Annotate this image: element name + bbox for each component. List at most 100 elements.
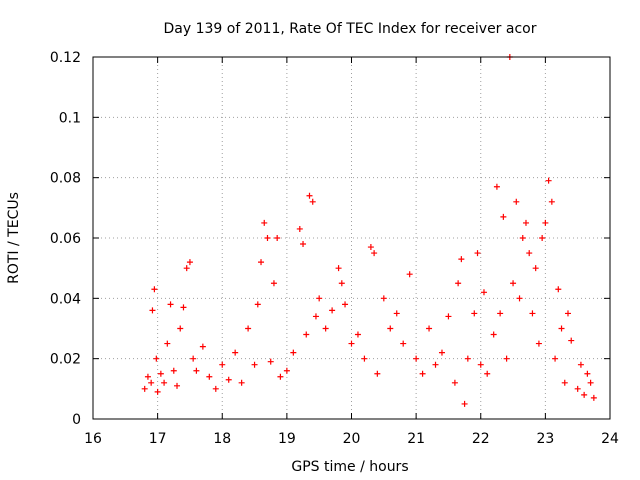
data-point [455, 280, 462, 287]
data-point [193, 367, 200, 374]
data-point [574, 385, 581, 392]
data-point [180, 304, 187, 311]
data-point [290, 349, 297, 356]
data-point [296, 225, 303, 232]
data-point [245, 325, 252, 332]
data-point [148, 379, 155, 386]
y-tick-label: 0.12 [50, 50, 81, 66]
data-point [584, 370, 591, 377]
data-point [157, 370, 164, 377]
data-point [371, 250, 378, 257]
y-tick-label: 0.08 [50, 171, 81, 187]
data-point [367, 244, 374, 251]
x-tick-label: 17 [149, 431, 167, 447]
data-point [464, 355, 471, 362]
data-point [590, 394, 597, 401]
data-point [529, 310, 536, 317]
data-point [561, 379, 568, 386]
data-point [497, 310, 504, 317]
grid [93, 57, 610, 419]
data-point [393, 310, 400, 317]
data-point [513, 198, 520, 205]
data-point [532, 265, 539, 272]
data-point [374, 370, 381, 377]
data-point [461, 400, 468, 407]
data-point [149, 307, 156, 314]
y-tick-label: 0.04 [50, 291, 81, 307]
data-point [500, 213, 507, 220]
data-point [312, 313, 319, 320]
data-point [522, 219, 529, 226]
data-point [219, 361, 226, 368]
data-point [474, 250, 481, 257]
data-point [177, 325, 184, 332]
data-point [309, 198, 316, 205]
data-point [174, 382, 181, 389]
data-points [141, 54, 597, 407]
data-point [153, 355, 160, 362]
data-point [238, 379, 245, 386]
data-point [503, 355, 510, 362]
data-point [199, 343, 206, 350]
data-point [167, 301, 174, 308]
data-point [303, 331, 310, 338]
data-point [361, 355, 368, 362]
data-point [445, 313, 452, 320]
data-point [283, 367, 290, 374]
data-point [151, 286, 158, 293]
data-point [170, 367, 177, 374]
data-point [432, 361, 439, 368]
data-point [477, 361, 484, 368]
x-tick-labels: 16 17 18 19 20 21 22 23 24 [84, 431, 619, 447]
data-point [380, 295, 387, 302]
data-point [183, 265, 190, 272]
data-point [484, 370, 491, 377]
y-tick-label: 0.1 [59, 110, 81, 126]
data-point [300, 241, 307, 248]
plot-frame [92, 56, 611, 420]
x-tick-label: 24 [601, 431, 619, 447]
data-point [510, 280, 517, 287]
data-point [329, 307, 336, 314]
data-point [471, 310, 478, 317]
x-axis-label: GPS time / hours [291, 459, 408, 475]
data-point [354, 331, 361, 338]
data-point [264, 235, 271, 241]
y-axis-label: ROTI / TECUs [6, 192, 22, 284]
data-point [413, 355, 420, 362]
x-tick-label: 22 [472, 431, 490, 447]
x-tick-label: 16 [84, 431, 102, 447]
data-point [387, 325, 394, 332]
y-tick-label: 0 [72, 412, 81, 428]
data-point [322, 325, 329, 332]
data-point [581, 391, 588, 398]
x-tick-label: 23 [536, 431, 554, 447]
data-point [490, 331, 497, 338]
data-point [587, 379, 594, 386]
data-point [577, 361, 584, 368]
x-tick-label: 19 [278, 431, 296, 447]
data-point [552, 355, 559, 362]
data-point [406, 271, 413, 278]
data-point [316, 295, 323, 302]
data-point [206, 373, 213, 380]
data-point [335, 265, 342, 272]
data-point [274, 235, 281, 241]
chart-title: Day 139 of 2011, Rate Of TEC Index for r… [164, 21, 537, 37]
data-point [564, 310, 571, 317]
data-point [548, 198, 555, 205]
data-point [342, 301, 349, 308]
y-tick-labels: 0 0.02 0.04 0.06 0.08 0.1 0.12 [50, 50, 81, 428]
data-point [516, 295, 523, 302]
data-point [535, 340, 542, 347]
data-point [270, 280, 277, 287]
data-point [164, 340, 171, 347]
data-point [154, 388, 161, 395]
data-point [555, 286, 562, 293]
data-point [306, 192, 313, 199]
data-point [480, 289, 487, 296]
data-point [539, 235, 546, 241]
data-point [161, 379, 168, 386]
data-point [144, 373, 151, 380]
x-tick-label: 21 [407, 431, 425, 447]
